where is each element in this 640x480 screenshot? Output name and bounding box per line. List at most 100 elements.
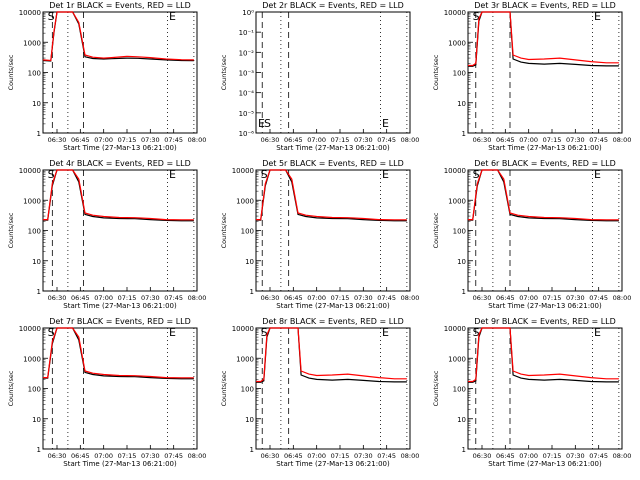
y-tick-label: 10 xyxy=(457,258,466,266)
x-axis-label: Start Time (27-Mar-13 06:21:00) xyxy=(276,302,390,310)
time-marker-label: S xyxy=(48,10,55,23)
y-tick-label: 10⁻⁶ xyxy=(239,130,255,138)
y-tick-label: 100 xyxy=(453,386,466,394)
x-axis-label: Start Time (27-Mar-13 06:21:00) xyxy=(63,144,177,152)
x-tick-label: 08:00 xyxy=(401,136,420,144)
x-tick-label: 07:30 xyxy=(141,452,160,460)
time-marker-label: E xyxy=(382,168,389,181)
y-tick-label: 10 xyxy=(32,416,41,424)
detector-panel: Det 2r BLACK = Events, RED = LLD 10⁻⁶ 10⁻⁵… xyxy=(220,1,419,152)
y-tick-label: 1000 xyxy=(23,197,41,205)
x-tick-label: 06:30 xyxy=(48,136,67,144)
lld-series-line xyxy=(43,169,194,221)
time-marker-label: E xyxy=(169,10,176,23)
y-tick-label: 10 xyxy=(245,416,254,424)
x-tick-label: 07:15 xyxy=(118,452,137,460)
detector-panel: Det 3r BLACK = Events, RED = LLD 1 10 100 10… xyxy=(432,1,631,152)
y-axis-label: Counts/sec xyxy=(7,370,15,406)
lld-series-line xyxy=(468,327,619,383)
y-tick-label: 10000 xyxy=(232,325,254,333)
y-tick-label: 10⁻¹ xyxy=(239,29,255,37)
x-tick-label: 07:00 xyxy=(519,136,538,144)
y-tick-label: 10000 xyxy=(444,9,466,17)
y-tick-label: 100 xyxy=(453,228,466,236)
panel-title: Det 2r BLACK = Events, RED = LLD xyxy=(262,1,404,10)
x-tick-label: 07:45 xyxy=(377,136,396,144)
x-tick-label: 07:30 xyxy=(566,294,585,302)
x-tick-label: 08:00 xyxy=(613,452,632,460)
plot-frame xyxy=(255,327,411,450)
y-tick-label: 1000 xyxy=(448,197,466,205)
x-tick-label: 07:30 xyxy=(141,136,160,144)
x-tick-label: 07:00 xyxy=(94,294,113,302)
y-tick-label: 10 xyxy=(32,100,41,108)
y-axis-label: Counts/sec xyxy=(432,54,440,90)
y-axis-label: Counts/sec xyxy=(432,370,440,406)
detector-panel: Det 7r BLACK = Events, RED = LLD 1 10 100 10… xyxy=(7,317,206,468)
x-tick-label: 08:00 xyxy=(188,452,207,460)
x-tick-label: 07:15 xyxy=(331,294,350,302)
time-marker-label: S xyxy=(48,326,55,339)
x-tick-label: 07:00 xyxy=(94,136,113,144)
x-tick-label: 08:00 xyxy=(188,136,207,144)
x-tick-label: 07:45 xyxy=(164,452,183,460)
y-tick-label: 10 xyxy=(32,258,41,266)
y-axis-label: Counts/sec xyxy=(432,212,440,248)
time-marker-label: E xyxy=(169,168,176,181)
x-tick-label: 08:00 xyxy=(613,136,632,144)
x-tick-label: 07:00 xyxy=(307,452,326,460)
y-tick-label: 1000 xyxy=(23,355,41,363)
x-axis-label: Start Time (27-Mar-13 06:21:00) xyxy=(488,460,602,468)
x-tick-label: 07:00 xyxy=(519,294,538,302)
y-tick-label: 1000 xyxy=(448,39,466,47)
x-tick-label: 07:00 xyxy=(94,452,113,460)
lld-series-line xyxy=(42,11,194,62)
time-marker-label: E xyxy=(594,326,601,339)
x-tick-label: 07:45 xyxy=(377,452,396,460)
y-tick-label: 10⁻⁵ xyxy=(239,110,255,118)
x-tick-label: 07:15 xyxy=(118,136,137,144)
plot-frame xyxy=(467,11,623,134)
time-marker-label: S xyxy=(264,117,271,130)
x-tick-label: 07:15 xyxy=(331,452,350,460)
x-axis-label: Start Time (27-Mar-13 06:21:00) xyxy=(63,460,177,468)
plot-frame xyxy=(467,169,623,292)
y-tick-label: 10 xyxy=(457,100,466,108)
lld-series-line xyxy=(468,11,619,67)
x-tick-label: 06:45 xyxy=(71,452,90,460)
y-tick-label: 100 xyxy=(241,386,254,394)
time-marker-label: S xyxy=(473,10,480,23)
y-tick-label: 10⁰ xyxy=(242,9,254,17)
x-tick-label: 07:45 xyxy=(589,294,608,302)
lld-series-line xyxy=(468,169,619,221)
x-tick-label: 07:45 xyxy=(589,452,608,460)
time-marker-label: S xyxy=(473,326,480,339)
x-axis-label: Start Time (27-Mar-13 06:21:00) xyxy=(276,460,390,468)
x-tick-label: 06:45 xyxy=(284,136,303,144)
y-tick-label: 1000 xyxy=(236,197,254,205)
y-tick-label: 100 xyxy=(28,386,41,394)
y-tick-label: 10000 xyxy=(444,325,466,333)
x-tick-label: 08:00 xyxy=(401,452,420,460)
y-tick-label: 1 xyxy=(37,130,41,138)
y-tick-label: 1 xyxy=(462,288,466,296)
y-tick-label: 1 xyxy=(37,446,41,454)
x-tick-label: 06:45 xyxy=(496,294,515,302)
y-axis-label: Counts/sec xyxy=(220,370,228,406)
x-tick-label: 07:30 xyxy=(354,136,373,144)
time-marker-label: E xyxy=(594,10,601,23)
x-axis-label: Start Time (27-Mar-13 06:21:00) xyxy=(276,144,390,152)
y-tick-label: 1 xyxy=(250,446,254,454)
y-tick-label: 100 xyxy=(28,228,41,236)
detector-panel: Det 1r BLACK = Events, RED = LLD 1 10 100 10… xyxy=(7,1,206,152)
y-tick-label: 10000 xyxy=(19,167,41,175)
x-tick-label: 06:45 xyxy=(284,294,303,302)
x-tick-label: 07:45 xyxy=(164,136,183,144)
x-tick-label: 07:30 xyxy=(566,452,585,460)
x-tick-label: 07:30 xyxy=(566,136,585,144)
x-tick-label: 06:30 xyxy=(473,452,492,460)
y-tick-label: 10000 xyxy=(19,9,41,17)
x-tick-label: 07:15 xyxy=(543,294,562,302)
x-tick-label: 06:45 xyxy=(71,136,90,144)
